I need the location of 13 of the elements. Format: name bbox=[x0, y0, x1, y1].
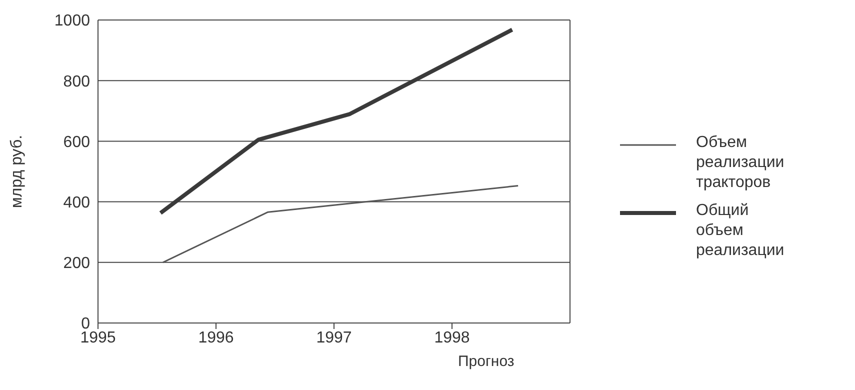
text: Прогноз bbox=[458, 353, 514, 370]
x-tick-label: 1996 bbox=[198, 329, 234, 346]
y-tick-label: 600 bbox=[63, 134, 90, 151]
legend-label: Объем реализации тракторов bbox=[696, 133, 786, 193]
legend-label: Общий объем реализации bbox=[696, 201, 786, 261]
x-tick-label: 1998 bbox=[434, 329, 470, 346]
y-axis-title: млрд руб. bbox=[8, 134, 26, 208]
y-tick-label: 200 bbox=[63, 255, 90, 272]
y-tick-label: 1000 bbox=[54, 12, 90, 30]
y-tick-label: 400 bbox=[63, 194, 90, 212]
y-tick-label: 800 bbox=[63, 73, 90, 90]
line-series bbox=[162, 184, 519, 264]
x-tick-label: 1997 bbox=[316, 329, 352, 346]
